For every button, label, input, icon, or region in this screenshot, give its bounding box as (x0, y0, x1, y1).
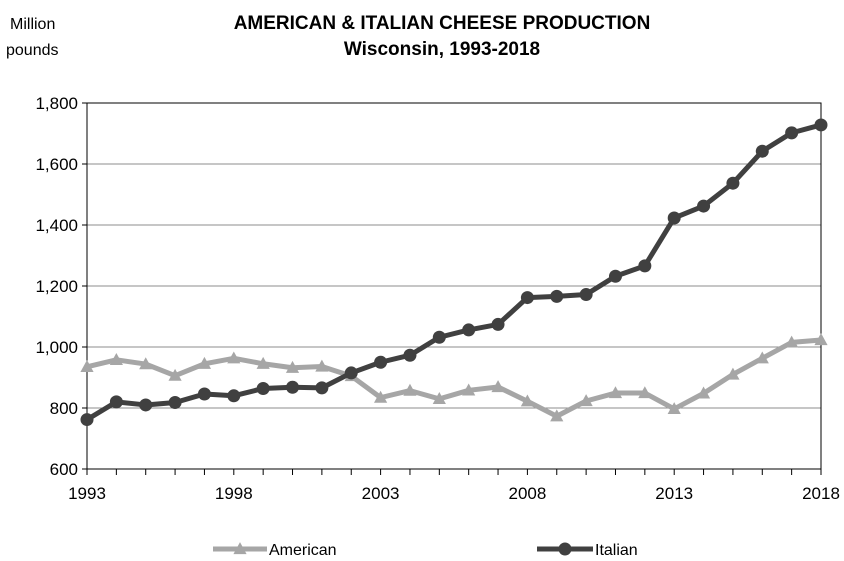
x-tick-label: 2003 (362, 484, 400, 503)
data-point-italian (726, 176, 740, 190)
data-point-italian (520, 291, 534, 305)
x-tick-label: 1998 (215, 484, 253, 503)
grid (87, 163, 821, 409)
data-point-american (755, 351, 769, 364)
data-point-italian (608, 269, 622, 283)
legend-label-italian: Italian (595, 542, 638, 559)
data-point-american (491, 380, 505, 393)
data-point-american (667, 402, 681, 415)
data-point-italian (374, 355, 388, 369)
legend-item-american: American (213, 542, 337, 559)
data-point-american (462, 383, 476, 396)
data-point-italian (667, 211, 681, 225)
x-tick-label: 1993 (68, 484, 106, 503)
x-tick-label: 2008 (508, 484, 546, 503)
y-tick-label: 1,200 (35, 277, 78, 296)
legend-label-american: American (269, 542, 337, 559)
legend-marker-italian (558, 542, 572, 556)
data-point-italian (403, 348, 417, 362)
y-unit-label-line2: pounds (6, 42, 59, 59)
legend-marker-american (233, 542, 247, 555)
data-point-american (608, 386, 623, 399)
data-point-italian (139, 398, 153, 412)
data-point-american (109, 352, 123, 365)
legend: American Italian (213, 542, 638, 559)
data-point-italian (109, 395, 123, 409)
data-point-american (374, 390, 388, 403)
data-point-american (139, 357, 153, 370)
y-tick-label: 1,000 (35, 338, 78, 357)
data-point-american (315, 359, 329, 372)
data-point-italian (227, 389, 241, 403)
data-point-italian (491, 317, 505, 331)
y-tick-label: 1,800 (35, 94, 78, 113)
y-unit-label-line1: Million (10, 16, 55, 33)
data-point-american (227, 351, 241, 364)
y-tick-label: 1,600 (35, 155, 78, 174)
data-point-american (726, 367, 740, 380)
data-point-american (256, 356, 270, 369)
data-point-american (520, 394, 534, 407)
data-point-american (168, 368, 182, 381)
y-tick-label: 600 (50, 460, 78, 479)
data-point-american (403, 383, 417, 396)
y-tick-label: 1,400 (35, 216, 78, 235)
data-point-italian (344, 366, 358, 380)
chart-subtitle: Wisconsin, 1993-2018 (344, 39, 540, 60)
y-tick-label: 800 (50, 399, 78, 418)
data-point-italian (197, 387, 211, 401)
series-american (80, 333, 828, 422)
data-point-italian (550, 289, 564, 303)
data-point-american (432, 392, 446, 404)
chart-title: AMERICAN & ITALIAN CHEESE PRODUCTION (234, 13, 651, 34)
axes: 600 800 1,000 1,200 1,400 1,600 1,800 1993 1998 2… (35, 94, 839, 503)
plot-frame (86, 102, 822, 470)
data-point-american (80, 359, 94, 372)
data-point-italian (256, 381, 270, 395)
x-tick-label: 2018 (802, 484, 840, 503)
series-line-american (86, 337, 822, 419)
data-point-italian (785, 126, 799, 140)
data-point-italian (755, 144, 769, 158)
data-point-italian (814, 118, 828, 132)
data-point-italian (168, 396, 182, 410)
data-point-american (696, 386, 711, 399)
series-line-italian (85, 122, 822, 422)
data-point-italian (579, 288, 593, 302)
data-point-italian (697, 199, 711, 213)
data-point-american (785, 335, 799, 348)
data-point-american (579, 394, 593, 407)
x-tick-label: 2013 (655, 484, 693, 503)
data-point-american (285, 360, 300, 373)
legend-item-italian: Italian (537, 542, 638, 559)
data-point-italian (315, 381, 329, 395)
data-point-american (814, 333, 828, 346)
data-point-american (550, 409, 564, 422)
data-point-italian (638, 259, 652, 273)
series-italian (80, 118, 828, 427)
data-point-italian (462, 323, 476, 337)
data-point-american (638, 386, 652, 399)
data-point-italian (80, 413, 94, 427)
data-point-american (197, 356, 212, 369)
data-point-italian (432, 330, 446, 344)
data-point-italian (286, 380, 300, 394)
series (80, 118, 828, 427)
